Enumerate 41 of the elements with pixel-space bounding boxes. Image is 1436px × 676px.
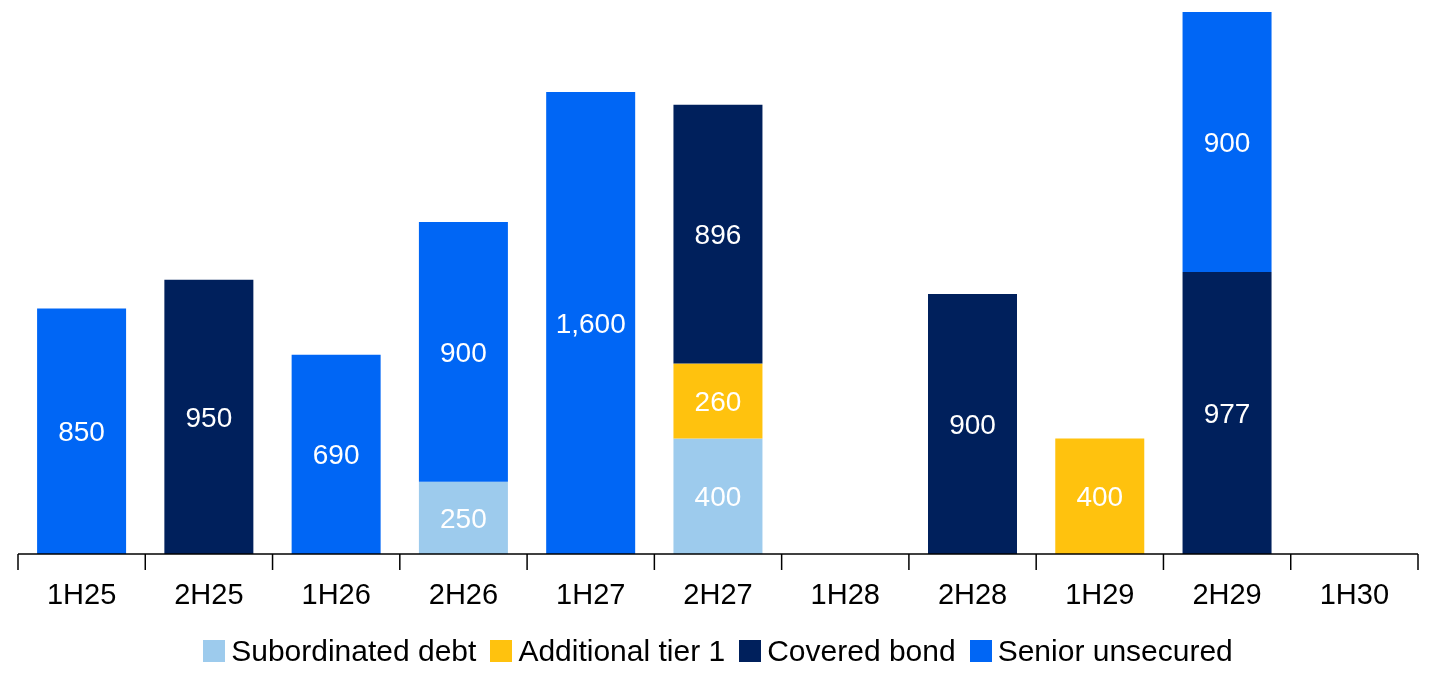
x-tick-label: 2H29	[1192, 578, 1262, 610]
bar	[37, 308, 127, 554]
x-tick-label: 1H26	[301, 578, 371, 610]
data-label: 900	[440, 336, 487, 368]
x-tick-label: 2H28	[937, 578, 1008, 610]
data-label: 250	[440, 502, 487, 534]
data-label: 1,600	[555, 307, 626, 339]
bar	[673, 104, 763, 364]
bar	[1182, 12, 1272, 272]
bar	[418, 221, 508, 482]
data-label: 400	[1076, 481, 1124, 513]
bar	[1182, 271, 1272, 554]
bar	[291, 354, 381, 554]
x-tick-label: 1H27	[556, 578, 626, 610]
x-tick-label: 2H27	[683, 578, 753, 610]
data-label: 896	[694, 219, 742, 251]
x-tick-label: 2H26	[428, 578, 499, 610]
data-label: 950	[185, 401, 233, 433]
data-label: 690	[312, 439, 360, 471]
legend-label: Senior unsecured	[997, 634, 1233, 668]
bar	[418, 481, 508, 554]
bar	[673, 363, 763, 439]
bar	[673, 438, 763, 554]
data-label: 900	[1203, 126, 1251, 158]
bar	[164, 279, 254, 554]
bar	[1055, 438, 1145, 554]
x-tick-label: 1H29	[1065, 578, 1135, 610]
x-tick-label: 2H25	[174, 578, 244, 610]
legend-label: Covered bond	[767, 634, 956, 668]
bar	[928, 294, 1017, 554]
data-label: 260	[694, 385, 742, 417]
data-label: 900	[949, 409, 996, 441]
legend-label: Additional tier 1	[518, 634, 726, 668]
legend-label: Subordinated debt	[231, 634, 477, 668]
x-tick-label: 1H28	[810, 578, 880, 610]
bar	[546, 91, 636, 554]
x-tick-label: 1H25	[46, 578, 117, 610]
data-label: 850	[58, 416, 105, 448]
data-label: 977	[1203, 397, 1251, 429]
x-tick-label: 1H30	[1319, 578, 1390, 610]
data-label: 400	[694, 481, 742, 513]
